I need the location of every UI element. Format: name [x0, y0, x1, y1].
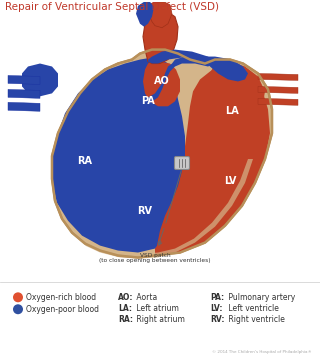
- Polygon shape: [155, 66, 270, 256]
- Polygon shape: [8, 102, 40, 111]
- Polygon shape: [22, 64, 58, 96]
- Text: Right atrium: Right atrium: [134, 315, 185, 324]
- Text: Repair of Ventricular Septal Defect (VSD): Repair of Ventricular Septal Defect (VSD…: [5, 2, 219, 12]
- Text: RA: RA: [77, 156, 92, 166]
- Polygon shape: [8, 89, 40, 98]
- Polygon shape: [148, 2, 172, 28]
- Text: Left ventricle: Left ventricle: [226, 304, 279, 313]
- Polygon shape: [143, 12, 178, 64]
- Text: LV:: LV:: [210, 304, 222, 313]
- Polygon shape: [258, 98, 298, 105]
- Text: AO:: AO:: [118, 293, 133, 302]
- Text: Aorta: Aorta: [134, 293, 157, 302]
- Polygon shape: [8, 75, 40, 84]
- Circle shape: [13, 304, 23, 314]
- Polygon shape: [148, 50, 218, 66]
- Polygon shape: [115, 56, 215, 103]
- Polygon shape: [52, 50, 272, 257]
- Polygon shape: [258, 74, 298, 80]
- Text: RV:: RV:: [210, 315, 225, 324]
- Polygon shape: [143, 61, 180, 106]
- Circle shape: [13, 292, 23, 302]
- Text: PA:: PA:: [210, 293, 224, 302]
- Polygon shape: [136, 2, 154, 27]
- Text: AO: AO: [154, 76, 170, 86]
- Text: PA: PA: [141, 96, 155, 106]
- Text: RV: RV: [138, 206, 153, 216]
- Polygon shape: [258, 86, 298, 94]
- Text: LA:: LA:: [118, 304, 132, 313]
- Text: Oxygen-rich blood: Oxygen-rich blood: [26, 293, 96, 302]
- Text: Right ventricle: Right ventricle: [226, 315, 285, 324]
- Text: LV: LV: [224, 176, 236, 186]
- Text: VSD patch
(to close opening between ventricles): VSD patch (to close opening between vent…: [99, 252, 211, 263]
- FancyBboxPatch shape: [174, 156, 189, 170]
- Text: Pulmonary artery: Pulmonary artery: [226, 293, 295, 302]
- Polygon shape: [200, 56, 248, 81]
- Text: RA:: RA:: [118, 315, 133, 324]
- Text: © 2014 The Children's Hospital of Philadelphia®: © 2014 The Children's Hospital of Philad…: [212, 350, 312, 354]
- Polygon shape: [52, 57, 185, 252]
- Polygon shape: [85, 159, 253, 258]
- Text: Left atrium: Left atrium: [134, 304, 179, 313]
- Text: LA: LA: [225, 106, 239, 116]
- Text: Oxygen-poor blood: Oxygen-poor blood: [26, 305, 99, 314]
- Polygon shape: [196, 61, 265, 133]
